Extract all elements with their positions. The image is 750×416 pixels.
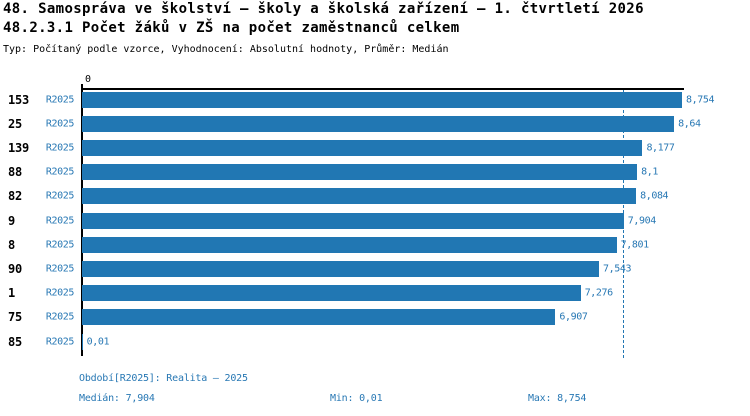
bar — [82, 260, 599, 277]
chart-row: 25 R2025 8,64 — [0, 114, 750, 138]
bar — [82, 188, 637, 205]
bar-value-label: 8,177 — [646, 142, 675, 154]
row-period-label: R2025 — [45, 336, 75, 347]
chart-row: 75 R2025 6,907 — [0, 308, 750, 332]
chart-row: 9 R2025 7,904 — [0, 211, 750, 235]
bar — [82, 139, 643, 156]
row-period-label: R2025 — [45, 118, 75, 130]
bar — [82, 333, 83, 350]
row-category-label: 9 — [8, 213, 16, 228]
bar-value-label: 8,084 — [640, 190, 669, 202]
row-period-label: R2025 — [45, 215, 75, 226]
report-title: 48. Samospráva ve školství – školy a ško… — [3, 1, 644, 17]
indicator-meta: Typ: Počítaný podle vzorce, Vyhodnocení:… — [3, 44, 449, 55]
indicator-subtitle: 48.2.3.1 Počet žáků v ZŠ na počet zaměst… — [3, 20, 460, 36]
median-line — [623, 90, 624, 358]
row-category-label: 75 — [8, 310, 23, 325]
bar-chart: 0 153 R2025 8,754 25 R2025 8,64 139 R2025 8,177 8… — [0, 74, 750, 358]
bar — [82, 236, 617, 253]
footer-max: Max: 8,754 — [528, 393, 587, 404]
bar-value-label: 7,276 — [584, 287, 614, 299]
bar — [82, 309, 556, 326]
row-period-label: R2025 — [45, 166, 75, 178]
bar — [82, 164, 638, 181]
row-category-label: 25 — [8, 116, 23, 131]
chart-row: 1 R2025 7,276 — [0, 284, 750, 308]
row-period-label: R2025 — [45, 311, 75, 323]
bar-value-label: 6,907 — [559, 311, 588, 323]
chart-row: 153 R2025 8,754 — [0, 90, 750, 114]
row-period-label: R2025 — [45, 287, 75, 299]
footer-min: Min: 0,01 — [330, 393, 383, 404]
chart-row: 85 R2025 0,01 — [0, 332, 750, 356]
chart-row: 82 R2025 8,084 — [0, 187, 750, 211]
chart-row: 88 R2025 8,1 — [0, 163, 750, 187]
bar — [82, 115, 675, 132]
row-category-label: 90 — [8, 261, 23, 276]
row-category-label: 88 — [8, 165, 23, 180]
row-period-label: R2025 — [45, 142, 75, 154]
chart-row: 8 R2025 7,801 — [0, 235, 750, 259]
row-category-label: 139 — [8, 140, 30, 155]
bar — [82, 212, 624, 229]
chart-row: 90 R2025 7,543 — [0, 259, 750, 283]
row-category-label: 1 — [8, 286, 16, 301]
bar — [82, 285, 581, 302]
footer-period: Období[R2025]: Realita – 2025 — [79, 373, 248, 384]
row-period-label: R2025 — [45, 190, 75, 202]
row-category-label: 153 — [8, 92, 30, 107]
bar-value-label: 8,1 — [641, 166, 659, 178]
row-category-label: 82 — [8, 189, 23, 204]
row-category-label: 85 — [8, 334, 23, 349]
bar-value-label: 0,01 — [86, 336, 110, 347]
row-period-label: R2025 — [45, 239, 75, 251]
chart-row: 139 R2025 8,177 — [0, 138, 750, 162]
zero-tick-label: 0 — [84, 74, 92, 85]
bar-value-label: 7,904 — [627, 215, 657, 226]
row-category-label: 8 — [8, 237, 16, 252]
bar-value-label: 7,543 — [602, 263, 632, 275]
bar-value-label: 7,801 — [620, 239, 650, 251]
bar-value-label: 8,64 — [678, 118, 701, 130]
bar-value-label: 8,754 — [686, 94, 715, 105]
x-axis-line — [81, 88, 684, 90]
row-period-label: R2025 — [45, 263, 75, 275]
row-period-label: R2025 — [45, 94, 75, 105]
bar — [82, 91, 682, 108]
footer-median: Medián: 7,904 — [79, 393, 155, 404]
